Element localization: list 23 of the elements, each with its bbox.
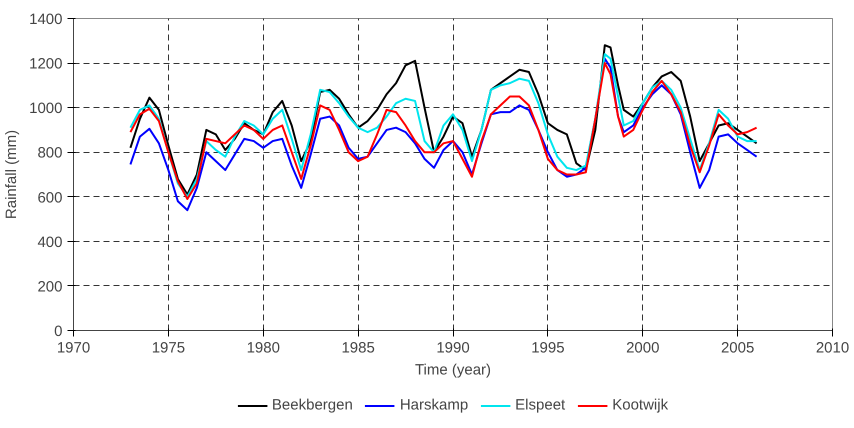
x-tick-label: 1985 bbox=[341, 340, 375, 356]
legend-label: Harskamp bbox=[400, 396, 468, 414]
y-tick-label: 1200 bbox=[29, 56, 63, 73]
y-tick-label: 400 bbox=[37, 234, 63, 251]
x-tick-label: 1980 bbox=[246, 340, 280, 356]
y-tick-label: 1400 bbox=[29, 11, 63, 28]
x-tick-label: 2010 bbox=[816, 340, 850, 356]
x-tick-label: 2005 bbox=[720, 340, 754, 356]
x-axis-title: Time (year) bbox=[414, 362, 492, 378]
y-tick-label: 600 bbox=[37, 189, 63, 206]
y-tick-label: 200 bbox=[37, 278, 63, 296]
y-tick-label: 800 bbox=[37, 144, 63, 162]
x-tick-label: 1995 bbox=[531, 340, 565, 356]
x-tick-label: 1970 bbox=[56, 340, 90, 356]
y-tick-label: 1000 bbox=[29, 100, 63, 118]
y-axis-title: Rainfall (mm) bbox=[3, 130, 20, 220]
legend-label: Elspeet bbox=[515, 396, 566, 414]
legend-label: Kootwijk bbox=[612, 396, 668, 414]
x-tick-label: 1975 bbox=[152, 340, 186, 356]
legend-label: Beekbergen bbox=[272, 396, 353, 414]
x-tick-label: 1990 bbox=[436, 340, 470, 356]
x-tick-label: 2000 bbox=[626, 340, 660, 356]
y-tick-label: 0 bbox=[54, 323, 62, 340]
